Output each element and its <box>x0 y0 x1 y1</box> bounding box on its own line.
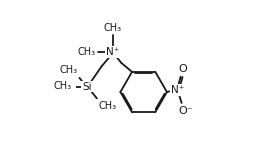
Text: CH₃: CH₃ <box>53 81 72 91</box>
Text: CH₃: CH₃ <box>99 101 117 111</box>
Text: N⁺: N⁺ <box>106 47 119 57</box>
Text: CH₃: CH₃ <box>103 23 122 33</box>
Text: O: O <box>178 106 187 116</box>
Text: O: O <box>178 64 187 74</box>
Text: CH₃: CH₃ <box>78 46 96 57</box>
Text: N⁺: N⁺ <box>171 85 184 95</box>
Text: CH₃: CH₃ <box>59 65 77 75</box>
Text: ⁻: ⁻ <box>186 106 192 116</box>
Text: Si: Si <box>82 82 92 92</box>
